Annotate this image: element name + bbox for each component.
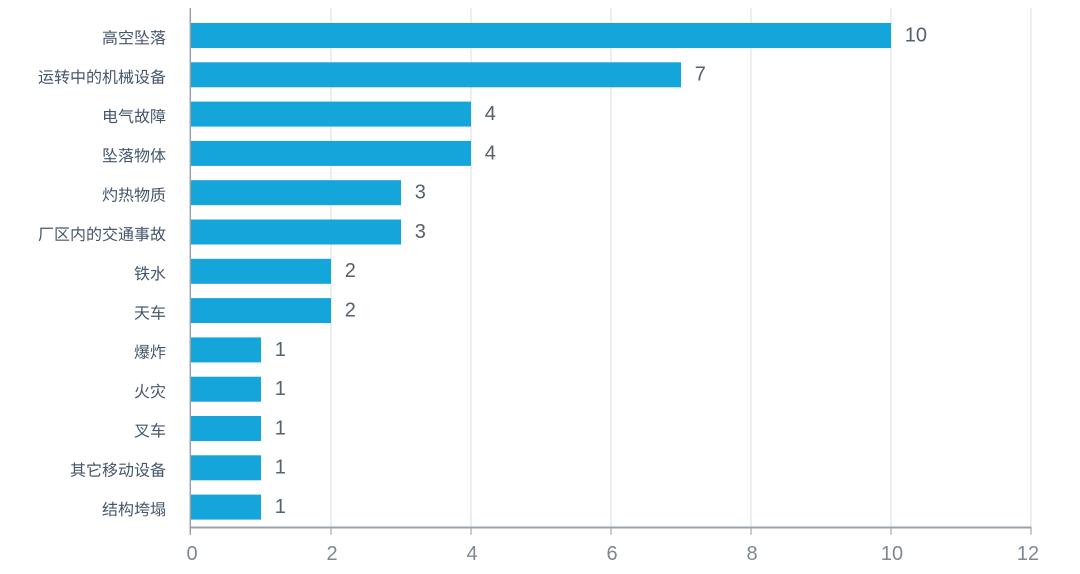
svg-text:4: 4 [485, 142, 496, 164]
svg-text:2: 2 [345, 260, 356, 282]
svg-text:1: 1 [275, 457, 286, 479]
svg-text:8: 8 [746, 543, 757, 565]
svg-text:3: 3 [415, 221, 426, 243]
svg-text:10: 10 [905, 24, 927, 46]
svg-text:2: 2 [345, 300, 356, 322]
svg-text:12: 12 [1017, 543, 1039, 565]
svg-text:10: 10 [881, 543, 903, 565]
svg-text:1: 1 [275, 339, 286, 361]
svg-text:2: 2 [326, 543, 337, 565]
svg-text:1: 1 [275, 496, 286, 518]
svg-text:3: 3 [415, 182, 426, 204]
svg-text:1: 1 [275, 417, 286, 439]
svg-text:7: 7 [695, 64, 706, 86]
svg-text:0: 0 [186, 543, 197, 565]
svg-text:4: 4 [485, 103, 496, 125]
svg-text:4: 4 [466, 543, 477, 565]
svg-text:6: 6 [606, 543, 617, 565]
svg-text:1: 1 [275, 378, 286, 400]
